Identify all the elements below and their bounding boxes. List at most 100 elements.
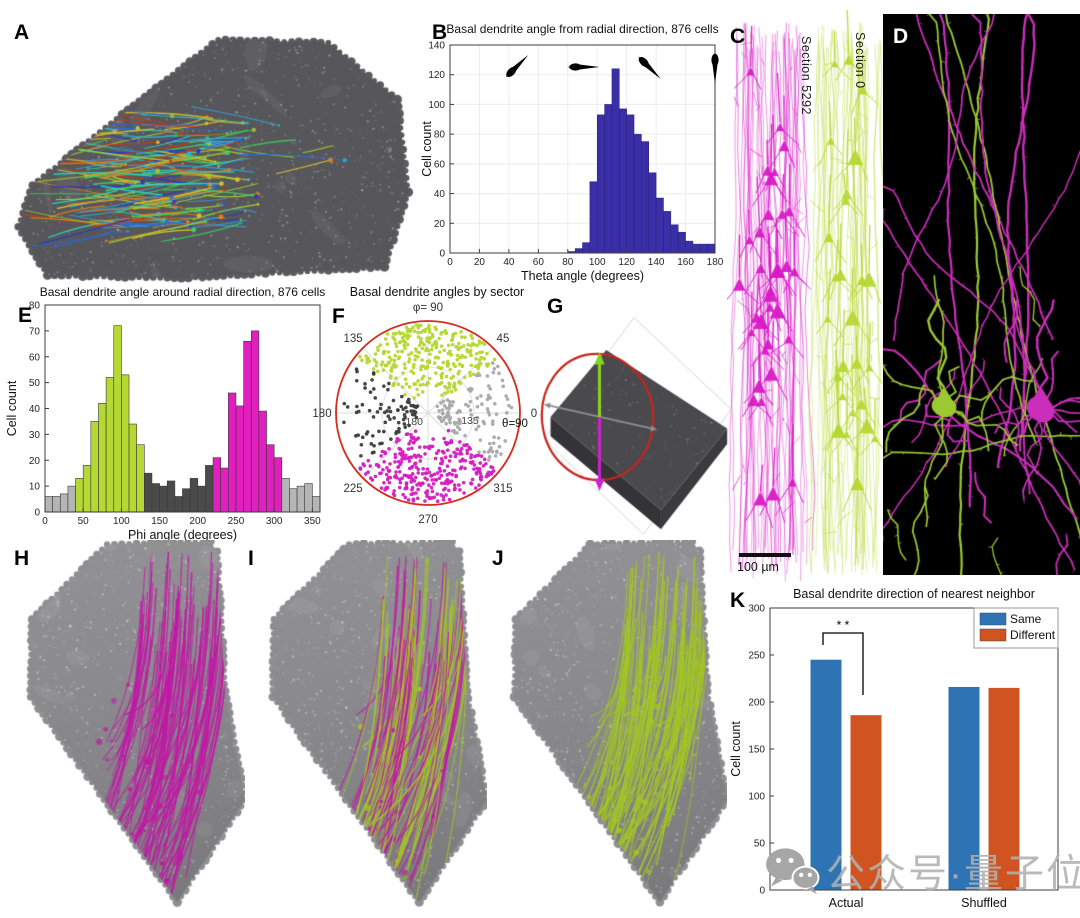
svg-text:Shuffled: Shuffled (961, 896, 1007, 910)
dendrite-orientation-glyph (638, 56, 661, 80)
svg-text:200: 200 (748, 698, 765, 709)
svg-text:Phi angle (degrees): Phi angle (degrees) (128, 528, 237, 542)
svg-text:10: 10 (29, 482, 41, 493)
svg-text:150: 150 (151, 516, 168, 527)
svg-text:180: 180 (312, 408, 331, 420)
svg-text:20: 20 (434, 219, 446, 230)
svg-text:315: 315 (493, 483, 512, 495)
svg-text:120: 120 (428, 70, 445, 81)
svg-text:225: 225 (343, 483, 362, 495)
panel-f-polar-scatter: Basal dendrite angles by sector φ= 90 45 0 3… (312, 285, 537, 526)
svg-text:180: 180 (405, 416, 423, 428)
svg-text:250: 250 (748, 651, 765, 662)
svg-text:40: 40 (29, 404, 41, 415)
panel-k-grouped-bar-chart: 0 50 100 150 200 250 300 Basal dendrite directi… (729, 587, 1059, 910)
panel-e-phi-histogram: 0 50 100 150 200 250 300 350 0 10 20 30 40 50 60 70 80 Ba… (5, 285, 326, 542)
svg-text:Cell count: Cell count (420, 121, 434, 177)
panel-g-3d-slab-image (540, 288, 732, 546)
svg-text:80: 80 (434, 130, 446, 141)
svg-text:Cell count: Cell count (5, 380, 19, 436)
panel-f-label: F (332, 305, 345, 328)
svg-text:Different: Different (1010, 628, 1056, 642)
panel-e: E 0 50 100 150 200 250 300 350 0 10 20 30 40 50 60 70 80… (3, 285, 330, 543)
panel-h-label: H (14, 547, 30, 570)
svg-text:140: 140 (428, 41, 445, 52)
svg-text:300: 300 (266, 516, 283, 527)
wechat-icon (766, 848, 820, 895)
svg-text:70: 70 (29, 326, 41, 337)
svg-text:100: 100 (428, 100, 445, 111)
panel-k: K 0 50 100 150 200 250 300 Basal dendrite direc… (728, 580, 1080, 918)
panel-h: H (3, 540, 245, 918)
svg-text:0: 0 (34, 508, 40, 519)
svg-text:0: 0 (759, 886, 765, 897)
panel-i-slab-mixed-image (245, 540, 487, 918)
panel-c: C Section 5292 Section 0 100 µm (727, 10, 883, 588)
svg-text:Cell count: Cell count (729, 721, 743, 777)
svg-text:Actual: Actual (829, 896, 864, 910)
svg-text:60: 60 (434, 159, 446, 170)
svg-text:50: 50 (29, 378, 41, 389)
panel-f: F Basal dendrite angles by sector φ= 90 45… (300, 285, 542, 543)
svg-text:50: 50 (78, 516, 90, 527)
panel-d: D (883, 14, 1080, 575)
svg-text:300: 300 (748, 604, 765, 615)
panel-k-label: K (730, 589, 746, 612)
svg-text:350: 350 (304, 516, 321, 527)
svg-text:Basal dendrite angle around ra: Basal dendrite angle around radial direc… (40, 285, 326, 299)
panel-e-label: E (18, 304, 33, 327)
svg-text:60: 60 (533, 257, 545, 268)
dendrite-orientation-glyph (505, 54, 529, 78)
svg-text:270: 270 (418, 514, 437, 526)
svg-text:Basal dendrite direction of ne: Basal dendrite direction of nearest neig… (793, 587, 1035, 601)
svg-text:200: 200 (189, 516, 206, 527)
svg-text:50: 50 (754, 839, 766, 850)
panel-d-label: D (893, 25, 909, 48)
svg-text:0: 0 (447, 257, 453, 268)
watermark: 公众号·量子位 (764, 843, 1080, 899)
scale-bar-label: 100 µm (737, 560, 779, 574)
svg-text:135: 135 (343, 333, 362, 345)
svg-text:100: 100 (113, 516, 130, 527)
panel-c-neuron-columns-image (727, 10, 883, 588)
svg-text:Same: Same (1010, 612, 1042, 626)
svg-text:30: 30 (29, 430, 41, 441)
svg-text:φ= 90: φ= 90 (413, 302, 443, 314)
panel-d-two-neurons-image (883, 14, 1080, 575)
svg-text:80: 80 (562, 257, 574, 268)
svg-text:250: 250 (228, 516, 245, 527)
svg-text:60: 60 (29, 352, 41, 363)
scale-bar (739, 553, 791, 557)
svg-text:100: 100 (748, 792, 765, 803)
panel-g: G (540, 288, 732, 546)
svg-text:0: 0 (42, 516, 48, 527)
svg-text:20: 20 (29, 456, 41, 467)
svg-text:150: 150 (748, 745, 765, 756)
panel-b-theta-histogram: 0 20 40 60 80 100 120 140 160 180 0 20 40 60 80 100 120 1… (420, 22, 724, 283)
svg-text:0: 0 (439, 249, 445, 260)
panel-c-left-section-caption: Section 5292 (799, 36, 813, 115)
dendrite-orientation-glyph (711, 52, 719, 84)
svg-text:20: 20 (474, 257, 486, 268)
svg-text:135: 135 (461, 415, 479, 427)
svg-text:0: 0 (531, 408, 537, 420)
panel-h-slab-magenta-image (3, 540, 245, 918)
svg-text:Basal dendrite angle from radi: Basal dendrite angle from radial directi… (446, 22, 718, 36)
panel-a-label: A (14, 21, 30, 44)
svg-text:100: 100 (589, 257, 606, 268)
panel-c-right-section-caption: Section 0 (853, 32, 867, 89)
svg-text:Theta angle (degrees): Theta angle (degrees) (521, 269, 644, 283)
svg-text:θ=90: θ=90 (502, 418, 528, 430)
panel-j: J (487, 540, 727, 918)
svg-text:180: 180 (707, 257, 724, 268)
panel-a-em-slab-image (0, 8, 432, 285)
panel-i-label: I (248, 547, 254, 570)
panel-a: A (0, 8, 432, 285)
svg-text:140: 140 (648, 257, 665, 268)
panel-c-label: C (730, 25, 746, 48)
panel-j-slab-green-image (487, 540, 727, 918)
svg-text:Basal dendrite angles by secto: Basal dendrite angles by sector (350, 285, 524, 299)
panel-j-label: J (492, 547, 504, 570)
svg-text:40: 40 (503, 257, 515, 268)
